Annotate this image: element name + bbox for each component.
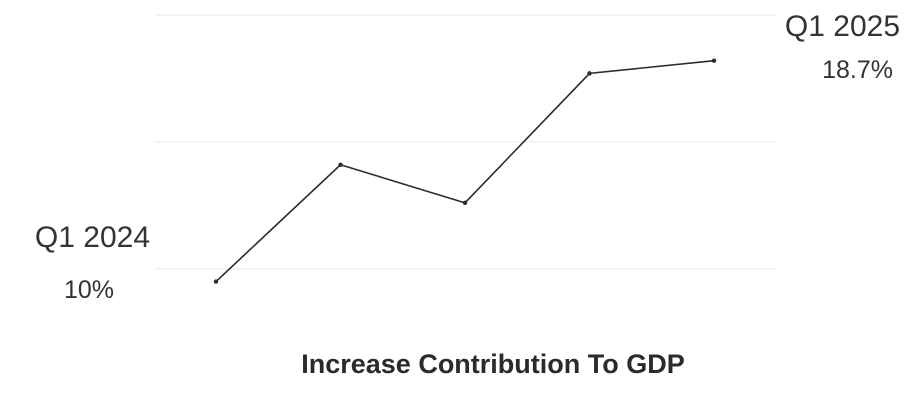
start-period-label: Q1 2024 xyxy=(35,221,150,254)
chart-title: Increase Contribution To GDP xyxy=(301,349,685,379)
end-period-label: Q1 2025 xyxy=(785,10,900,43)
data-points xyxy=(213,58,717,284)
data-point xyxy=(338,162,343,167)
series-line xyxy=(215,59,715,283)
data-point xyxy=(711,58,717,63)
data-point xyxy=(462,200,468,206)
end-value-label: 18.7% xyxy=(822,56,893,84)
data-point xyxy=(587,71,592,76)
start-value-label: 10% xyxy=(64,276,114,304)
gridlines xyxy=(155,14,776,270)
data-point xyxy=(213,279,219,284)
